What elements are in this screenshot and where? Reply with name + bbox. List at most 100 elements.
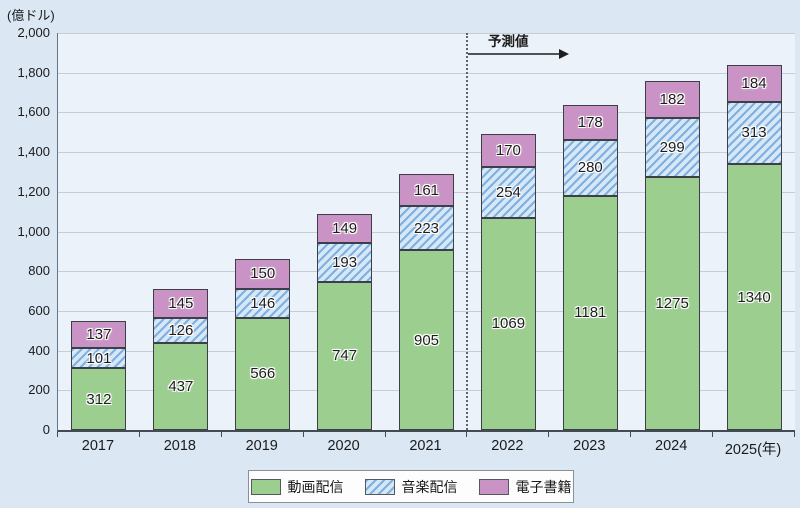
bar-value-label: 299 [659,138,685,156]
y-tick-label: 0 [42,422,50,437]
bar-segment: 299 [644,117,700,177]
bar-segment: 146 [235,288,291,318]
bar-value-label: 905 [413,331,440,349]
bar-segment: 254 [480,167,536,218]
bar-value-label: 101 [86,349,112,367]
x-axis-tick [548,432,549,437]
gridline [58,112,795,114]
bar-value-label: 150 [250,265,276,283]
bar-segment: 280 [562,140,618,196]
legend-item-music: 音楽配信 [364,477,458,497]
plot-area: 312 101 137 437 126 145 566 146 150 747 193 149 905 2… [57,33,795,432]
bar-segment: 101 [71,348,127,369]
bar-segment: 178 [562,104,618,140]
bar-segment: 150 [235,258,291,289]
bar-value-label: 178 [577,113,603,131]
y-tick-label: 600 [28,302,50,318]
bar-value-label: 313 [741,124,767,142]
bar-2019: 566 146 150 [235,33,291,430]
bar-segment: 126 [153,318,209,344]
legend-label-music: 音楽配信 [401,478,458,495]
x-axis-tick [466,432,467,437]
x-category-label: 2021 [409,438,442,454]
x-axis-tick [139,432,140,437]
bar-2017: 312 101 137 [71,33,127,430]
bar-segment: 1275 [644,176,700,430]
bar-2022: 1069 254 170 [480,33,536,430]
legend-item-ebook: 電子書籍 [478,477,572,497]
bar-value-label: 161 [413,181,440,199]
bar-value-label: 254 [495,184,521,202]
x-category-label: 2018 [163,438,196,454]
y-tick-label: 800 [28,263,50,279]
y-tick-label: 1,600 [17,104,50,120]
x-axis-tick [794,432,795,437]
bar-value-label: 146 [250,294,276,312]
ebook-swatch-icon [478,478,509,495]
bar-segment: 184 [726,65,782,102]
x-category-label: 2022 [491,438,524,454]
x-category-label: 2017 [81,438,115,454]
gridline [58,33,795,34]
gridline [58,152,795,154]
bar-value-label: 126 [168,322,194,340]
bar-value-label: 137 [86,325,112,343]
legend-label-ebook: 電子書籍 [515,478,572,495]
bar-value-label: 223 [413,219,440,237]
bar-segment: 905 [399,250,454,430]
bar-segment: 437 [153,343,209,430]
bar-value-label: 145 [168,295,194,313]
bar-value-label: 182 [659,91,685,108]
x-axis-tick [57,432,58,437]
y-axis-unit-label: (億ドル) [7,8,55,23]
video-streaming-swatch-icon [250,478,281,495]
bar-segment: 149 [317,213,373,244]
y-tick-label: 200 [28,382,50,398]
forecast-arrow-icon [468,49,569,59]
x-axis-tick [712,432,713,437]
y-tick-label: 2,000 [17,25,50,40]
x-axis-tick [630,432,631,437]
bar-value-label: 149 [332,220,358,238]
bar-segment: 170 [480,133,536,168]
y-tick-label: 1,400 [17,144,50,160]
bar-segment: 1069 [480,217,536,430]
bar-segment: 193 [317,243,373,282]
bar-value-label: 170 [495,142,521,160]
bar-segment: 145 [153,289,209,319]
bar-value-label: 1275 [655,294,689,312]
legend-item-video: 動画配信 [250,477,344,497]
bar-value-label: 312 [86,390,112,408]
x-axis-tick [385,432,386,437]
bar-value-label: 280 [577,159,603,177]
y-tick-label: 1,000 [17,223,50,239]
x-axis-tick [303,432,304,437]
x-category-label: 2024 [655,438,688,454]
bar-2025(年): 1340 313 184 [726,33,782,430]
bar-segment: 747 [317,281,373,430]
bar-segment: 137 [71,320,127,349]
legend: 動画配信 音楽配信 電子書籍 [248,470,574,503]
y-tick-label: 1,800 [17,64,50,80]
bar-segment: 312 [71,368,127,430]
legend-label-video: 動画配信 [287,478,344,495]
bar-2018: 437 126 145 [153,33,209,430]
bar-2023: 1181 280 178 [562,33,618,430]
bar-2020: 747 193 149 [317,33,373,430]
x-axis-tick [221,432,222,437]
bar-segment: 161 [399,174,454,207]
gridline [58,72,795,74]
bar-value-label: 566 [250,365,276,383]
bar-segment: 182 [644,81,700,118]
bar-value-label: 1181 [574,304,607,322]
music-streaming-swatch-icon [364,478,395,495]
bar-value-label: 437 [168,378,194,396]
bar-value-label: 1340 [737,288,771,306]
y-tick-label: 400 [28,342,50,358]
y-tick-label: 1,200 [17,183,50,199]
bar-segment: 313 [726,101,782,165]
x-category-label: 2025(年) [724,442,782,458]
x-category-label: 2020 [327,438,360,454]
bar-segment: 223 [399,206,454,251]
bar-value-label: 184 [741,75,767,93]
